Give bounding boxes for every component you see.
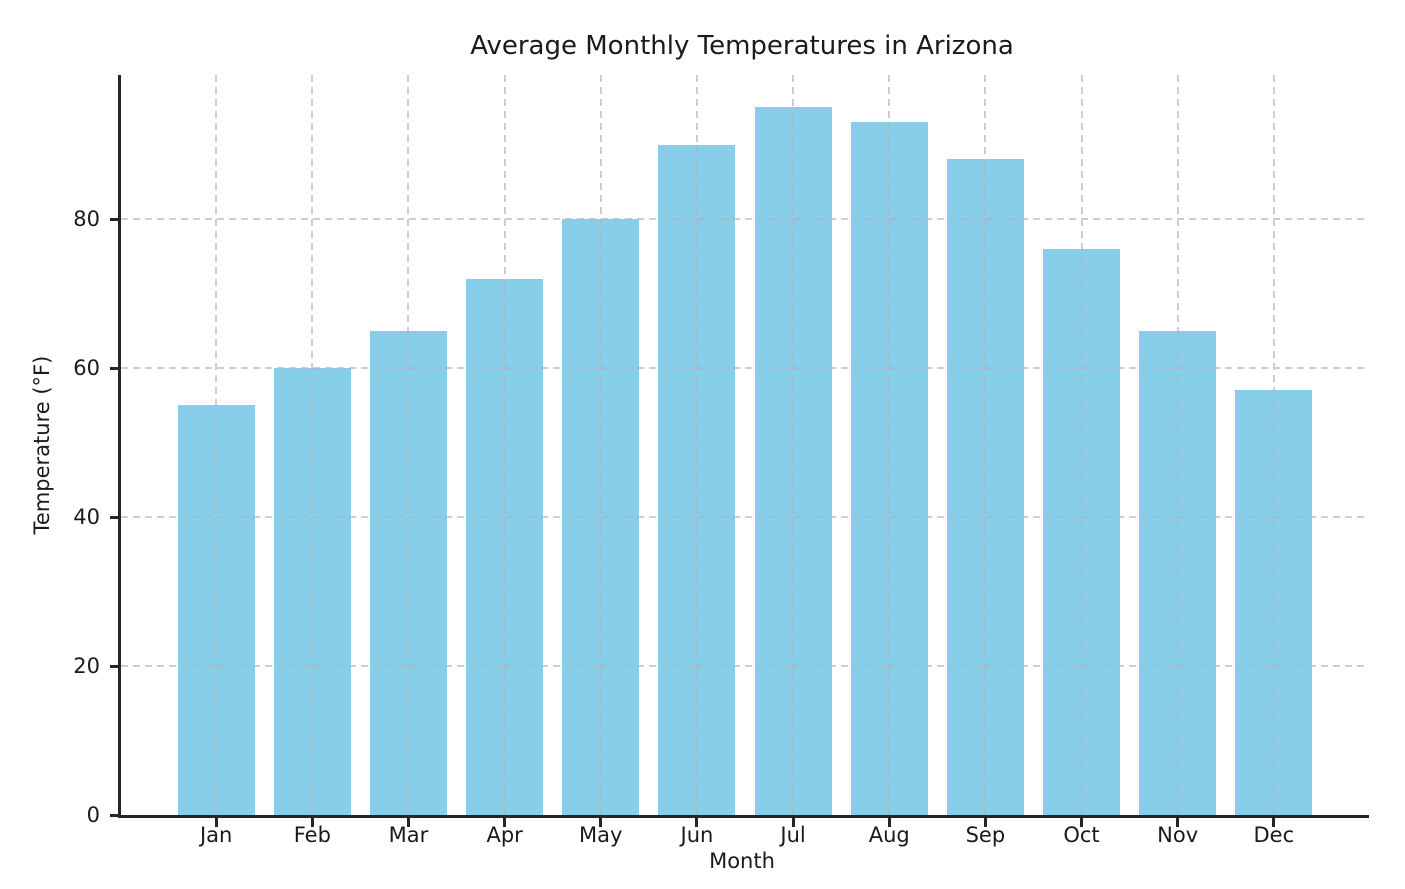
- x-tick-label-sep: Sep: [965, 823, 1006, 847]
- y-tick-label-80: 80: [73, 207, 100, 231]
- x-tick-mark-nov: [1176, 818, 1180, 827]
- x-tick-mark-may: [599, 818, 603, 827]
- y-tick-mark-20: [110, 664, 119, 668]
- x-tick-mark-mar: [406, 818, 410, 827]
- bar-mar: [370, 330, 447, 815]
- x-tick-mark-jun: [695, 818, 699, 827]
- x-tick-mark-aug: [887, 818, 891, 827]
- x-tick-label-jun: Jun: [680, 823, 714, 847]
- y-tick-label-0: 0: [86, 803, 100, 827]
- x-tick-label-feb: Feb: [293, 823, 331, 847]
- bar-oct: [1043, 248, 1120, 815]
- x-tick-mark-sep: [983, 818, 987, 827]
- x-tick-mark-jul: [791, 818, 795, 827]
- y-tick-mark-40: [110, 515, 119, 519]
- y-tick-label-40: 40: [73, 505, 100, 529]
- bar-jan: [177, 405, 255, 815]
- bar-may: [562, 219, 640, 815]
- y-tick-label-20: 20: [73, 654, 100, 678]
- x-tick-mark-jan: [214, 818, 218, 827]
- bar-nov: [1139, 330, 1217, 815]
- x-tick-mark-oct: [1080, 818, 1084, 827]
- x-tick-mark-apr: [503, 818, 507, 827]
- plot-area: [118, 75, 1369, 818]
- x-tick-mark-dec: [1272, 818, 1276, 827]
- y-tick-label-60: 60: [73, 356, 100, 380]
- y-tick-mark-0: [110, 813, 119, 817]
- bar-apr: [466, 278, 544, 815]
- chart-title: Average Monthly Temperatures in Arizona: [470, 31, 1014, 61]
- x-tick-label-oct: Oct: [1063, 823, 1100, 847]
- x-tick-label-jul: Jul: [780, 823, 806, 847]
- y-tick-mark-60: [110, 366, 119, 370]
- x-tick-label-aug: Aug: [868, 823, 910, 847]
- bar-jun: [658, 144, 736, 815]
- x-tick-label-apr: Apr: [486, 823, 523, 847]
- bar-aug: [850, 122, 928, 815]
- x-tick-label-may: May: [579, 823, 623, 847]
- x-axis-label: Month: [709, 849, 775, 873]
- x-tick-label-jan: Jan: [199, 823, 233, 847]
- bar-jul: [754, 107, 832, 815]
- y-tick-mark-80: [110, 217, 119, 221]
- bar-sep: [946, 159, 1024, 815]
- x-tick-label-nov: Nov: [1157, 823, 1199, 847]
- x-tick-label-mar: Mar: [388, 823, 429, 847]
- x-tick-mark-feb: [310, 818, 314, 827]
- x-tick-label-dec: Dec: [1253, 823, 1295, 847]
- bar-dec: [1235, 390, 1313, 815]
- bar-feb: [273, 368, 351, 815]
- bars-layer: [121, 75, 1369, 815]
